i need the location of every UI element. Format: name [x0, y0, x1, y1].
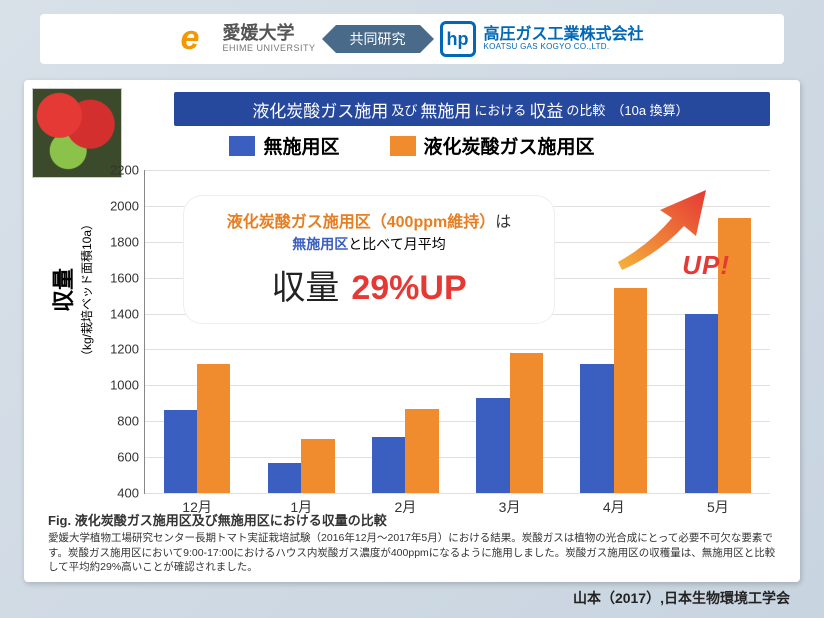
header-bar: e 愛媛大学 EHIME UNIVERSITY 共同研究 hp 高圧ガス工業株式… [40, 14, 784, 64]
chart-title-bar: 液化炭酸ガス施用 及び 無施用 における 収益 の比較 （10a 換算） [174, 92, 770, 126]
bar-series-a [372, 437, 405, 493]
hp-name-jp: 高圧ガス工業株式会社 [484, 26, 644, 44]
caption-body: 愛媛大学植物工場研究センター長期トマト実証栽培試験（2016年12月～2017年… [48, 531, 776, 574]
ehime-logo-mark: e [180, 21, 216, 57]
title-p1: 液化炭酸ガス施用 [252, 97, 388, 122]
title-p5: 収益 [529, 97, 563, 122]
legend-item-a: 無施用区 [229, 132, 339, 159]
bar-series-a [164, 410, 197, 493]
gridline [145, 493, 770, 494]
hp-logo: hp 高圧ガス工業株式会社 KOATSU GAS KOGYO CO.,LTD. [440, 21, 644, 57]
bar-series-b [405, 409, 438, 493]
bar-series-a [685, 314, 718, 493]
ytick-label: 2200 [110, 163, 145, 178]
ytick-label: 1200 [110, 342, 145, 357]
bar-series-a [476, 398, 509, 493]
callout-line1: 液化炭酸ガス施用区（400ppm維持）は [200, 208, 538, 232]
gridline [145, 421, 770, 422]
y-axis-label: 収量 （kg/栽培ベッド面積10a） [46, 190, 95, 390]
title-p7: （10a 換算） [611, 100, 688, 119]
legend: 無施用区 液化炭酸ガス施用区 [24, 132, 800, 159]
legend-swatch-a [229, 136, 255, 156]
bar-series-b [614, 288, 647, 493]
ehime-name-en: EHIME UNIVERSITY [222, 44, 315, 54]
hp-logo-mark: hp [440, 21, 476, 57]
ytick-label: 600 [117, 450, 145, 465]
caption-title: Fig. 液化炭酸ガス施用区及び無施用区における収量の比較 [48, 512, 776, 530]
ylabel-main: 収量 [46, 268, 78, 312]
ehime-logo: e 愛媛大学 EHIME UNIVERSITY [180, 21, 315, 57]
ytick-label: 1600 [110, 270, 145, 285]
joint-research-label: 共同研究 [350, 31, 406, 47]
callout-line2: 無施用区と比べて月平均 [200, 234, 538, 254]
legend-label-a: 無施用区 [263, 132, 339, 159]
callout-l2b: と比べて月平均 [348, 236, 445, 252]
title-p3: 無施用 [420, 97, 471, 122]
ytick-label: 1400 [110, 306, 145, 321]
caption: Fig. 液化炭酸ガス施用区及び無施用区における収量の比較 愛媛大学植物工場研究… [48, 512, 776, 574]
bar-series-a [268, 463, 301, 494]
bar-series-b [301, 439, 334, 493]
gridline [145, 349, 770, 350]
gridline [145, 457, 770, 458]
joint-research-badge: 共同研究 [336, 25, 420, 53]
ylabel-sub: （kg/栽培ベッド面積10a） [78, 218, 95, 362]
gridline [145, 385, 770, 386]
ehime-name-jp: 愛媛大学 [222, 24, 315, 44]
ytick-label: 400 [117, 486, 145, 501]
callout-big-a: 収量 [271, 269, 339, 307]
callout-l1a: 液化炭酸ガス施用区（400ppm維持） [227, 214, 495, 231]
title-p2: 及び [391, 100, 417, 119]
chart-card: 液化炭酸ガス施用 及び 無施用 における 収益 の比較 （10a 換算） 無施用… [24, 80, 800, 582]
callout-box: 液化炭酸ガス施用区（400ppm維持）は 無施用区と比べて月平均 収量 29%UP [184, 196, 554, 323]
ytick-label: 1000 [110, 378, 145, 393]
credit: 山本（2017）,日本生物環境工学会 [573, 588, 790, 608]
bar-series-a [580, 364, 613, 493]
callout-l2a: 無施用区 [292, 236, 348, 252]
callout-big-b: 29%UP [351, 269, 466, 307]
title-p4: における [474, 100, 526, 119]
legend-item-b: 液化炭酸ガス施用区 [390, 132, 595, 159]
callout-line3: 収量 29%UP [200, 260, 538, 309]
ytick-label: 2000 [110, 198, 145, 213]
bar-series-b [197, 364, 230, 493]
callout-l1b: は [495, 214, 511, 231]
legend-swatch-b [390, 136, 416, 156]
ytick-label: 800 [117, 414, 145, 429]
gridline [145, 170, 770, 171]
title-p6: の比較 [566, 100, 605, 119]
ytick-label: 1800 [110, 234, 145, 249]
hp-name-en: KOATSU GAS KOGYO CO.,LTD. [484, 43, 644, 52]
legend-label-b: 液化炭酸ガス施用区 [424, 132, 595, 159]
bar-series-b [510, 353, 543, 493]
up-label: UP! [682, 250, 730, 281]
